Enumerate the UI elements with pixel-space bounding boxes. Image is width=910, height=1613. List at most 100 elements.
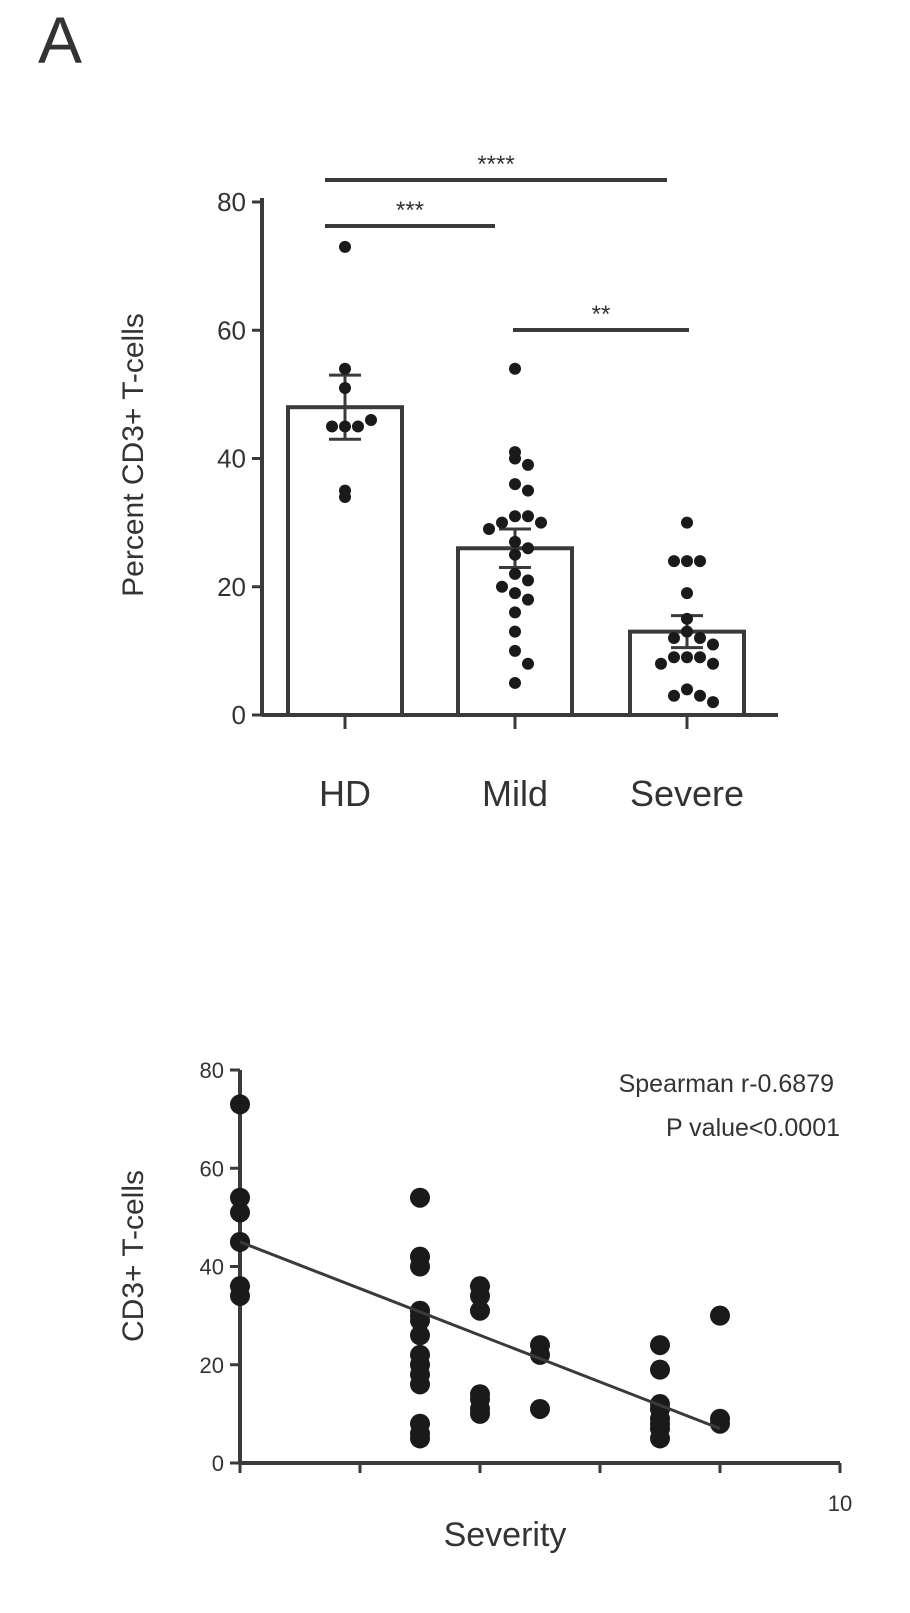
data-point bbox=[509, 644, 521, 657]
scatter-axes bbox=[238, 1070, 840, 1465]
scatter-point bbox=[710, 1413, 730, 1434]
scatter-y-tick-label: 40 bbox=[200, 1255, 224, 1280]
scatter-y-axis-label: CD3+ T-cells bbox=[117, 1170, 150, 1342]
data-point bbox=[339, 240, 351, 253]
panel-label: A bbox=[38, 3, 83, 77]
data-point bbox=[509, 535, 521, 548]
data-point bbox=[535, 516, 547, 529]
scatter-point bbox=[230, 1094, 250, 1115]
bar-y-tick-label: 0 bbox=[232, 700, 246, 730]
scatter-point bbox=[230, 1285, 250, 1306]
scatter-point bbox=[470, 1285, 490, 1306]
scatter-point bbox=[470, 1300, 490, 1321]
bar-hd bbox=[286, 405, 404, 717]
data-point bbox=[339, 362, 351, 375]
scatter-point bbox=[650, 1359, 670, 1380]
data-point bbox=[681, 651, 693, 664]
data-point bbox=[668, 651, 680, 664]
data-point bbox=[509, 606, 521, 619]
bar-x-tick-label: Mild bbox=[482, 773, 548, 814]
data-point bbox=[326, 420, 338, 433]
scatter-y-tick-label: 80 bbox=[200, 1058, 224, 1083]
scatter-x-tick-label: 10 bbox=[828, 1491, 852, 1516]
data-point bbox=[681, 625, 693, 638]
data-point bbox=[483, 523, 495, 536]
bar-chart-x-tick-labels: HD Mild Severe bbox=[319, 773, 744, 814]
data-point bbox=[681, 683, 693, 696]
data-point bbox=[694, 632, 706, 645]
data-point bbox=[522, 542, 534, 555]
data-point bbox=[668, 632, 680, 645]
data-point bbox=[509, 362, 521, 375]
data-point bbox=[339, 490, 351, 503]
scatter-fit-line bbox=[239, 1240, 721, 1431]
scatter-points bbox=[230, 1094, 730, 1449]
bar-y-tick-label: 20 bbox=[217, 572, 246, 602]
scatter-point bbox=[410, 1428, 430, 1449]
scatter-annotation-spearman: Spearman r-0.6879 bbox=[619, 1070, 834, 1098]
scatter-point bbox=[470, 1403, 490, 1424]
data-point bbox=[681, 587, 693, 600]
bar-chart-points bbox=[326, 240, 719, 709]
data-point bbox=[694, 555, 706, 568]
bar-chart-y-ticks: 0 20 40 60 80 bbox=[217, 187, 262, 730]
scatter-point bbox=[710, 1305, 730, 1326]
scatter-y-tick-label: 60 bbox=[200, 1156, 224, 1181]
data-point bbox=[668, 689, 680, 702]
data-point bbox=[496, 516, 508, 529]
data-point bbox=[509, 548, 521, 561]
data-point bbox=[522, 574, 534, 587]
data-point bbox=[509, 567, 521, 580]
bar-y-tick-label: 40 bbox=[217, 444, 246, 474]
scatter-y-tick-label: 20 bbox=[200, 1353, 224, 1378]
scatter-point bbox=[650, 1428, 670, 1449]
scatter-point bbox=[410, 1310, 430, 1331]
data-point bbox=[681, 555, 693, 568]
scatter-point bbox=[410, 1187, 430, 1208]
scatter-point bbox=[230, 1187, 250, 1208]
scatter-x-axis-label: Severity bbox=[444, 1516, 567, 1554]
data-point bbox=[694, 689, 706, 702]
data-point bbox=[668, 555, 680, 568]
data-point bbox=[509, 625, 521, 638]
data-point bbox=[339, 420, 351, 433]
data-point bbox=[655, 657, 667, 670]
data-point bbox=[707, 638, 719, 651]
scatter-chart: CD3+ T-cells Severity Spearman r-0.6879 … bbox=[117, 1058, 852, 1554]
bar-chart-y-axis-label: Percent CD3+ T-cells bbox=[117, 313, 150, 597]
bar-y-tick-label: 80 bbox=[217, 187, 246, 217]
bar-chart-significance: ********* bbox=[325, 151, 689, 332]
data-point bbox=[509, 452, 521, 465]
data-point bbox=[496, 580, 508, 593]
scatter-x-ticks: 10 bbox=[238, 1463, 852, 1516]
regression-line bbox=[239, 1240, 721, 1431]
scatter-point bbox=[410, 1256, 430, 1277]
scatter-point bbox=[650, 1335, 670, 1356]
scatter-point bbox=[410, 1374, 430, 1395]
data-point bbox=[509, 676, 521, 689]
data-point bbox=[509, 510, 521, 523]
data-point bbox=[694, 651, 706, 664]
data-point bbox=[681, 516, 693, 529]
data-point bbox=[339, 381, 351, 394]
data-point bbox=[707, 696, 719, 709]
significance-label: *** bbox=[396, 197, 424, 224]
scatter-point bbox=[230, 1202, 250, 1223]
significance-label: ** bbox=[592, 301, 611, 328]
significance-label: **** bbox=[477, 151, 514, 178]
data-point bbox=[509, 478, 521, 491]
data-point bbox=[522, 593, 534, 606]
data-point bbox=[522, 458, 534, 471]
scatter-y-tick-label: 0 bbox=[212, 1451, 224, 1476]
data-point bbox=[352, 420, 364, 433]
data-point bbox=[522, 484, 534, 497]
data-point bbox=[522, 657, 534, 670]
scatter-point bbox=[530, 1398, 550, 1419]
data-point bbox=[681, 612, 693, 625]
bar-x-tick-label: Severe bbox=[630, 773, 744, 814]
bar-x-tick-label: HD bbox=[319, 773, 371, 814]
data-point bbox=[707, 657, 719, 670]
data-point bbox=[522, 510, 534, 523]
